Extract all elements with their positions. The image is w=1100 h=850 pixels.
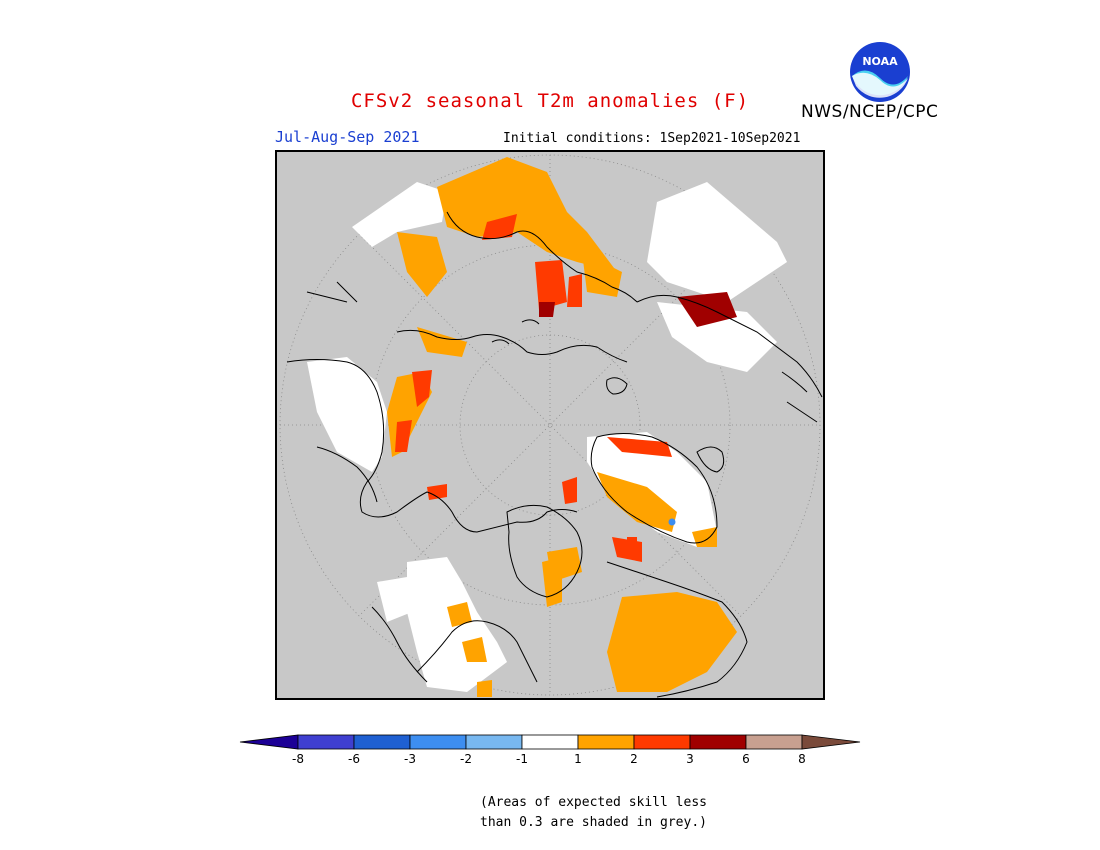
legend-swatch (633, 734, 691, 750)
legend-swatch (297, 734, 355, 750)
legend-swatch (353, 734, 411, 750)
legend-swatch (689, 734, 747, 750)
graticule-60n (369, 244, 731, 606)
legend-tick-label: 2 (630, 752, 638, 766)
polar-map-svg (279, 154, 823, 698)
legend-swatch (745, 734, 803, 750)
coastlines (286, 211, 823, 698)
legend-tick-label: 6 (742, 752, 750, 766)
logo-text: NOAA (862, 55, 898, 68)
skill-note-line1: (Areas of expected skill less (480, 795, 707, 810)
legend-tick-label: 3 (686, 752, 694, 766)
legend-tick-label: -6 (348, 752, 360, 766)
noaa-logo: NOAA (850, 42, 910, 102)
legend-tick-label: -8 (292, 752, 304, 766)
map-title: CFSv2 seasonal T2m anomalies (F) (350, 90, 750, 112)
period-label: Jul-Aug-Sep 2021 (275, 128, 420, 146)
legend-tick-label: -2 (460, 752, 472, 766)
legend-swatch (409, 734, 467, 750)
color-legend-bar (239, 734, 861, 750)
legend-arrow-left (239, 734, 299, 750)
legend-arrow-right (801, 734, 861, 750)
legend-tick-label: -3 (404, 752, 416, 766)
legend-swatch (465, 734, 523, 750)
anomaly-regions (307, 157, 787, 697)
initial-conditions-label: Initial conditions: 1Sep2021-10Sep2021 (503, 131, 801, 146)
legend-swatch (521, 734, 579, 750)
legend-tick-label: 8 (798, 752, 806, 766)
legend-swatch (577, 734, 635, 750)
legend-tick-label: 1 (574, 752, 582, 766)
legend-tick-label: -1 (516, 752, 528, 766)
anomaly-map (275, 150, 825, 700)
graticule-outer (279, 154, 821, 696)
organization-label: NWS/NCEP/CPC (801, 102, 939, 122)
skill-note-line2: than 0.3 are shaded in grey.) (480, 815, 707, 830)
